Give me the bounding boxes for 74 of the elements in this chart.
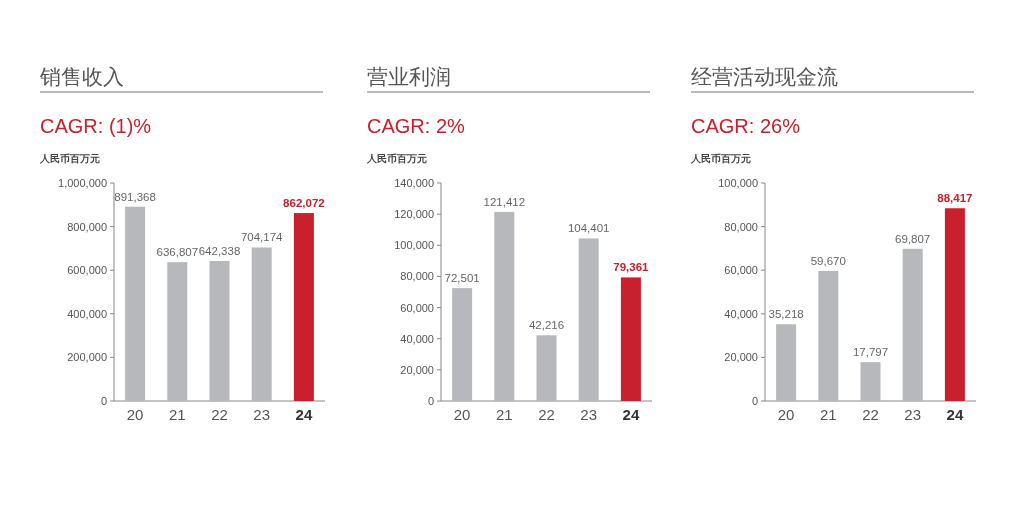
x-tick-label: 24	[295, 406, 313, 423]
data-label: 72,501	[444, 272, 480, 285]
data-label: 636,807	[156, 246, 199, 259]
data-label: 88,417	[937, 192, 973, 205]
bar	[209, 260, 230, 401]
data-label: 69,807	[895, 232, 931, 245]
y-tick-label: 0	[100, 395, 107, 407]
y-tick-label: 800,000	[67, 220, 107, 233]
data-label: 79,361	[613, 261, 650, 274]
x-tick-label: 23	[904, 406, 922, 423]
x-tick-label: 22	[211, 406, 228, 423]
y-tick-label: 40,000	[400, 332, 434, 345]
bar	[578, 238, 599, 401]
x-tick-label: 20	[777, 406, 795, 423]
bar	[902, 248, 923, 401]
data-label: 121,412	[483, 195, 526, 208]
y-tick-label: 80,000	[400, 270, 434, 283]
data-label: 704,174	[240, 231, 284, 244]
data-label: 42,216	[528, 319, 565, 332]
y-tick-label: 600,000	[67, 264, 107, 277]
y-tick-label: 0	[427, 395, 434, 407]
y-tick-label: 120,000	[394, 208, 434, 221]
bar	[776, 324, 797, 401]
x-tick-label: 22	[538, 406, 555, 423]
bar	[944, 208, 965, 401]
y-tick-label: 0	[751, 395, 758, 407]
bar	[167, 262, 188, 401]
y-axis-title: 人民币百万元	[39, 153, 100, 164]
y-axis-title: 人民币百万元	[690, 153, 751, 164]
chart-title: 销售收入	[39, 65, 124, 88]
y-tick-label: 60,000	[400, 301, 434, 314]
x-tick-label: 23	[253, 406, 271, 423]
bar	[251, 247, 272, 401]
x-tick-label: 21	[168, 406, 186, 423]
bar	[536, 335, 557, 401]
x-tick-label: 21	[819, 406, 837, 423]
chart-subtitle: CAGR: (1)%	[40, 115, 152, 137]
y-tick-label: 20,000	[400, 363, 434, 376]
bar	[494, 211, 515, 401]
y-tick-label: 100,000	[718, 177, 758, 189]
bar	[452, 288, 473, 401]
y-tick-label: 400,000	[67, 307, 107, 320]
chart-title: 营业利润	[367, 65, 451, 88]
y-tick-label: 20,000	[724, 351, 758, 364]
bar	[293, 213, 314, 401]
y-tick-label: 1,000,000	[58, 177, 107, 189]
chart-title: 经营活动现金流	[691, 65, 838, 88]
x-tick-label: 21	[495, 406, 513, 423]
data-label: 35,218	[768, 308, 804, 321]
bar	[818, 270, 839, 401]
y-tick-label: 140,000	[394, 177, 434, 189]
data-label: 59,670	[810, 254, 846, 267]
y-tick-label: 80,000	[724, 220, 758, 233]
x-tick-label: 24	[622, 406, 640, 423]
x-tick-label: 24	[946, 406, 964, 423]
bar	[125, 206, 146, 401]
data-label: 17,797	[852, 346, 889, 359]
data-label: 104,401	[567, 222, 610, 235]
bar	[620, 277, 641, 401]
y-tick-label: 200,000	[67, 351, 107, 364]
y-tick-label: 60,000	[724, 264, 758, 277]
chart-subtitle: CAGR: 2%	[367, 115, 466, 137]
x-tick-label: 23	[580, 406, 598, 423]
data-label: 642,338	[198, 244, 241, 257]
data-label: 862,072	[283, 197, 325, 210]
y-tick-label: 40,000	[724, 307, 758, 320]
data-label: 891,368	[114, 190, 156, 203]
bar	[860, 362, 881, 401]
y-axis-title: 人民币百万元	[366, 153, 427, 164]
chart-subtitle: CAGR: 26%	[691, 115, 801, 137]
x-tick-label: 20	[453, 406, 471, 423]
y-tick-label: 100,000	[394, 239, 434, 252]
x-tick-label: 22	[862, 406, 879, 423]
x-tick-label: 20	[126, 406, 144, 423]
